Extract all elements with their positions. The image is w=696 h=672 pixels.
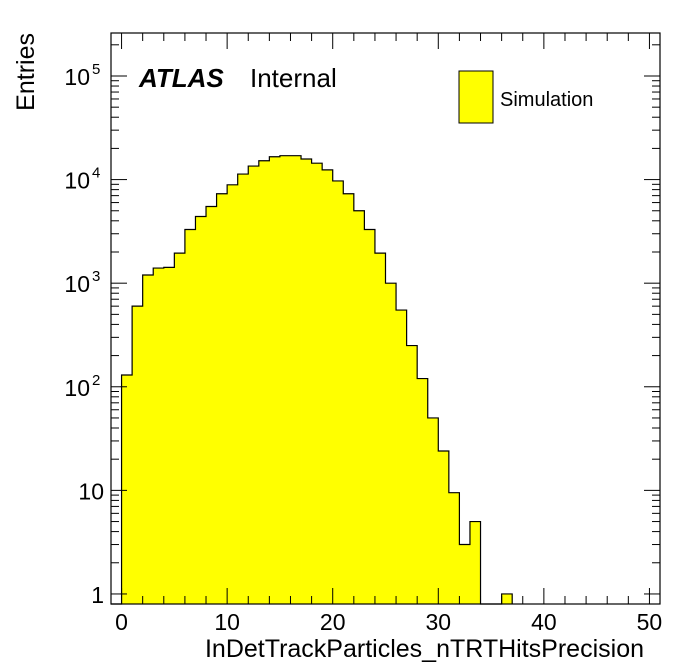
histogram-bar (132, 306, 144, 604)
histogram-bar (184, 229, 196, 604)
histogram-bar (163, 267, 175, 604)
plot-frame (110, 32, 661, 605)
x-tick-label: 40 (531, 609, 557, 635)
y-tick-label: 1 (91, 582, 104, 608)
y-tick-label: 10 (78, 478, 104, 504)
histogram-bar (301, 159, 312, 605)
histogram-bar (438, 450, 450, 604)
y-tick-label-exponent: 3 (92, 268, 100, 285)
y-tick-label-exponent: 4 (92, 165, 100, 182)
x-tick-label: 0 (115, 609, 128, 635)
histogram-bar (227, 184, 239, 604)
x-tick-label: 50 (637, 609, 663, 635)
internal-label: Internal (250, 63, 337, 93)
histogram-bar (142, 274, 154, 604)
axis-ticks (111, 33, 660, 604)
x-tick-label: 30 (425, 609, 451, 635)
histogram-bar (501, 593, 513, 604)
histogram-bar (248, 166, 260, 604)
histogram-bar (322, 169, 334, 605)
histogram-bar (385, 283, 397, 604)
histogram-bar (121, 374, 133, 604)
histogram-bar (206, 206, 217, 604)
histogram-bar (417, 378, 429, 604)
histogram-bar (311, 163, 323, 604)
histogram-bar (353, 210, 365, 605)
x-tick-label: 20 (320, 609, 346, 635)
y-tick-label: 10 (64, 168, 90, 194)
x-axis-label: InDetTrackParticles_nTRTHitsPrecision (205, 635, 644, 663)
histogram-bar (269, 156, 281, 604)
histogram-bar (448, 492, 460, 604)
histogram-bar (396, 310, 408, 604)
y-tick-label: 10 (64, 375, 90, 401)
histogram-bar (469, 521, 481, 604)
atlas-label: ATLAS (138, 63, 224, 93)
histogram-bar (216, 193, 228, 604)
histogram-bar (364, 229, 376, 604)
histogram-bar (195, 216, 207, 605)
histogram-bar (237, 174, 249, 604)
histogram-bar (279, 155, 291, 605)
histogram-outline (111, 155, 513, 605)
histogram-bar (343, 193, 355, 604)
histogram-bar (459, 544, 471, 604)
y-tick-label-exponent: 5 (92, 61, 100, 78)
legend-swatch (458, 70, 494, 124)
y-tick-label: 10 (64, 271, 90, 297)
y-axis-label: Entries (12, 33, 40, 111)
histogram-bar (406, 345, 418, 604)
histogram-bar (174, 253, 186, 604)
histogram-bar (374, 253, 386, 604)
histogram-bars (121, 155, 513, 605)
x-tick-label: 10 (214, 609, 240, 635)
legend-label-simulation: Simulation (500, 89, 593, 111)
x-tick-labels: 0 10 20 30 40 50 (115, 609, 662, 635)
histogram-bar (332, 180, 344, 605)
histogram-bar (427, 417, 439, 604)
histogram-bar (258, 160, 270, 604)
y-tick-label: 10 (64, 64, 90, 90)
histogram-bar (153, 268, 165, 604)
histogram-bar (290, 155, 302, 605)
y-tick-label-exponent: 2 (92, 372, 100, 389)
